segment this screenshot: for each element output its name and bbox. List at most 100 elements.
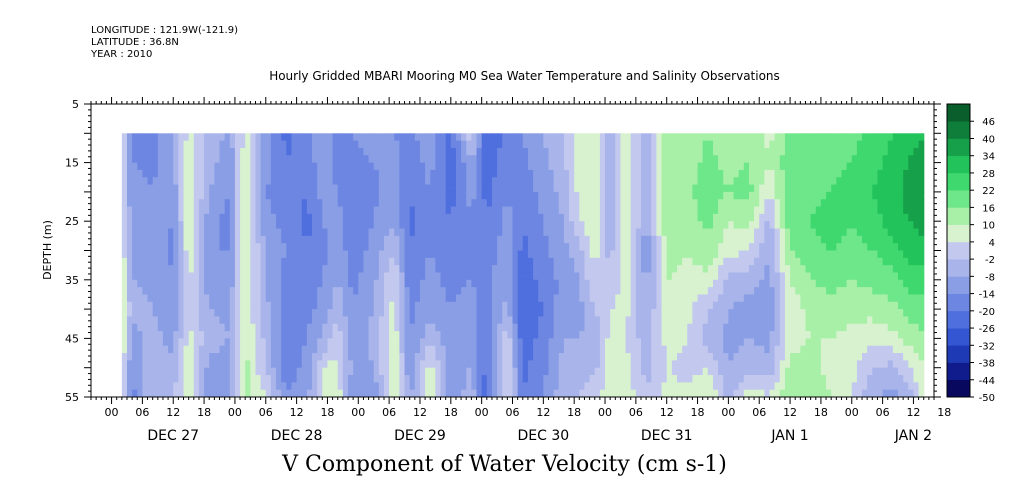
heatmap-cell (373, 243, 380, 252)
heatmap-cell (260, 155, 267, 164)
heatmap-cell (317, 250, 323, 259)
heatmap-cell (399, 323, 406, 332)
heatmap-cell (579, 162, 586, 171)
heatmap-cell (342, 184, 349, 193)
heatmap-cell (610, 243, 616, 252)
heatmap-cell (322, 191, 329, 200)
heatmap-cell (831, 213, 837, 222)
heatmap-cell (820, 309, 827, 318)
heatmap-cell (512, 279, 519, 288)
heatmap-cell (759, 250, 765, 259)
heatmap-cell (605, 184, 611, 193)
heatmap-cell (435, 147, 442, 156)
heatmap-cell (383, 206, 390, 215)
heatmap-cell (661, 331, 668, 339)
heatmap-cell (440, 367, 447, 376)
heatmap-cell (450, 272, 457, 281)
heatmap-cell (121, 177, 128, 186)
heatmap-cell (265, 155, 272, 164)
heatmap-cell (255, 213, 262, 222)
heatmap-cell (137, 133, 143, 142)
heatmap-cell (671, 206, 678, 215)
heatmap-cell (646, 213, 652, 222)
heatmap-cell (353, 221, 359, 230)
heatmap-cell (471, 140, 478, 149)
heatmap-cell (553, 221, 560, 230)
heatmap-cell (831, 162, 837, 171)
heatmap-cell (707, 353, 714, 361)
heatmap-cell (296, 243, 303, 252)
heatmap-cell (168, 382, 174, 391)
heatmap-cell (497, 316, 503, 325)
heatmap-cell (805, 213, 812, 222)
heatmap-cell (301, 279, 308, 288)
heatmap-cell (471, 338, 478, 347)
heatmap-cell (748, 221, 755, 230)
heatmap-cell (358, 213, 365, 222)
heatmap-cell (476, 184, 483, 193)
heatmap-cell (615, 147, 622, 156)
heatmap-cell (378, 382, 385, 391)
heatmap-cell (209, 301, 215, 310)
heatmap-cell (754, 279, 760, 288)
heatmap-cell (697, 140, 704, 149)
heatmap-cell (769, 257, 776, 266)
heatmap-cell (718, 338, 724, 347)
heatmap-cell (312, 353, 318, 361)
heatmap-cell (517, 382, 524, 391)
heatmap-cell (754, 228, 760, 237)
heatmap-cell (712, 345, 719, 354)
heatmap-cell (723, 272, 729, 281)
heatmap-cell (553, 294, 560, 303)
heatmap-cell (132, 228, 138, 237)
heatmap-cell (276, 360, 282, 369)
heatmap-cell (815, 389, 822, 397)
heatmap-cell (831, 155, 837, 164)
heatmap-cell (486, 199, 493, 208)
heatmap-cell (363, 375, 370, 383)
heatmap-cell (188, 367, 195, 376)
heatmap-cell (219, 206, 226, 215)
heatmap-cell (312, 338, 318, 347)
heatmap-cell (394, 133, 401, 142)
heatmap-cell (533, 323, 539, 332)
heatmap-cell (178, 213, 185, 222)
heatmap-cell (234, 382, 241, 391)
heatmap-cell (651, 169, 658, 178)
heatmap-cell (425, 316, 431, 325)
heatmap-cell (419, 360, 426, 369)
heatmap-cell (137, 169, 143, 178)
heatmap-cell (440, 287, 447, 296)
heatmap-cell (584, 133, 591, 142)
heatmap-cell (378, 133, 385, 142)
heatmap-cell (353, 199, 359, 208)
heatmap-cell (610, 272, 616, 281)
heatmap-cell (332, 199, 339, 208)
heatmap-cell (337, 338, 344, 347)
heatmap-cell (702, 133, 709, 142)
heatmap-cell (687, 162, 694, 171)
heatmap-cell (466, 257, 472, 266)
heatmap-cell (476, 345, 483, 354)
heatmap-cell (363, 206, 370, 215)
heatmap-cell (245, 177, 251, 186)
heatmap-cell (764, 162, 771, 171)
heatmap-cell (209, 199, 215, 208)
heatmap-cell (178, 360, 185, 369)
heatmap-cell (774, 235, 781, 244)
heatmap-cell (486, 155, 493, 164)
heatmap-cell (820, 257, 827, 266)
heatmap-cell (553, 235, 560, 244)
heatmap-cell (348, 177, 354, 186)
heatmap-cell (512, 367, 519, 376)
heatmap-cell (440, 353, 447, 361)
heatmap-cell (342, 199, 349, 208)
heatmap-cell (229, 360, 236, 369)
heatmap-cell (728, 353, 735, 361)
heatmap-cell (132, 221, 138, 230)
heatmap-cell (147, 294, 154, 303)
heatmap-cell (342, 287, 349, 296)
heatmap-cell (219, 316, 226, 325)
heatmap-cell (265, 147, 272, 156)
heatmap-cell (296, 140, 303, 149)
